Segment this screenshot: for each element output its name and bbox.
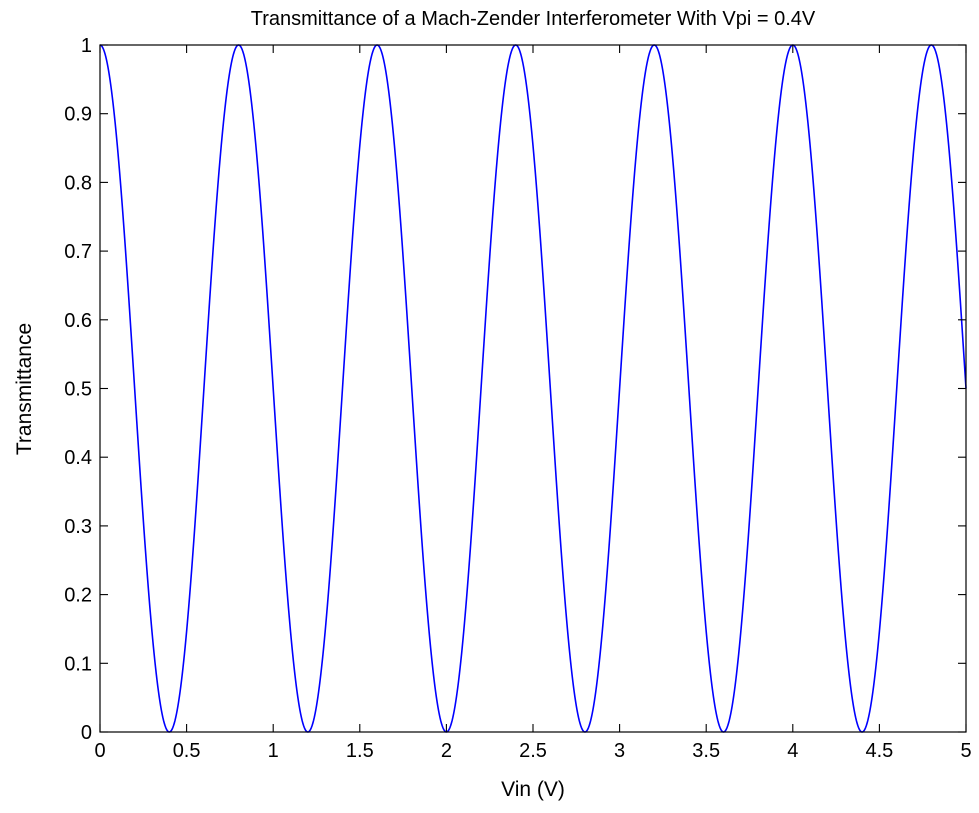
y-tick-label: 0.9 — [64, 104, 92, 126]
chart-title: Transmittance of a Mach-Zender Interfero… — [251, 8, 816, 30]
x-tick-label: 0.5 — [173, 740, 201, 762]
y-tick-label: 0.7 — [64, 241, 92, 263]
x-tick-label: 3.5 — [692, 740, 720, 762]
y-tick-label: 0.3 — [64, 516, 92, 538]
x-axis-label: Vin (V) — [501, 778, 565, 801]
y-tick-label: 0.8 — [64, 172, 92, 194]
x-tick-label: 3 — [614, 740, 625, 762]
y-tick-label: 0.1 — [64, 653, 92, 675]
y-axis-label: Transmittance — [13, 323, 36, 455]
plot-background — [100, 45, 966, 732]
y-tick-label: 0.5 — [64, 379, 92, 401]
x-tick-label: 4 — [787, 740, 798, 762]
y-tick-label: 0 — [81, 722, 92, 744]
x-tick-label: 5 — [960, 740, 971, 762]
x-tick-label: 2.5 — [519, 740, 547, 762]
x-tick-label: 4.5 — [865, 740, 893, 762]
x-tick-label: 0 — [94, 740, 105, 762]
series-line — [99, 44, 967, 733]
y-tick-label: 1 — [81, 35, 92, 57]
x-tick-label: 2 — [441, 740, 452, 762]
x-tick-label: 1.5 — [346, 740, 374, 762]
x-tick-label: 1 — [268, 740, 279, 762]
y-tick-label: 0.6 — [64, 310, 92, 332]
y-tick-label: 0.4 — [64, 447, 92, 469]
plot-area: 0 0.5 1 1.5 2 2.5 3 3.5 4 4.5 5 0 0.1 0.2 0.3 0.4 0.5 0.6… — [64, 35, 971, 762]
y-tick-label: 0.2 — [64, 585, 92, 607]
